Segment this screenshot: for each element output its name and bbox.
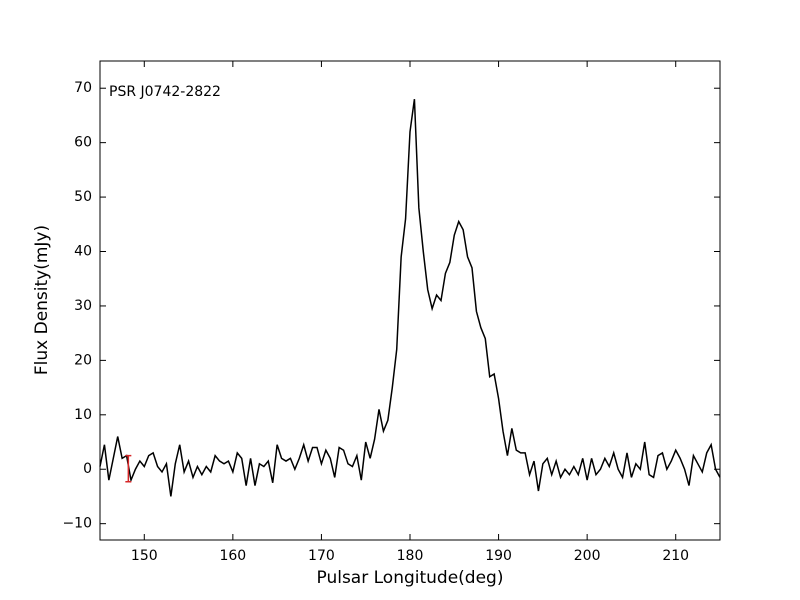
y-tick-label: 60 (74, 135, 92, 151)
x-tick-label: 160 (219, 548, 246, 564)
y-tick-label: 30 (74, 298, 92, 314)
annotation: PSR J0742-2822 (109, 84, 221, 100)
y-tick-label: −10 (62, 516, 92, 532)
x-tick-label: 200 (574, 548, 601, 564)
x-tick-label: 150 (131, 548, 158, 564)
y-tick-label: 50 (74, 189, 92, 205)
y-tick-label: 0 (83, 461, 92, 477)
x-tick-label: 210 (662, 548, 689, 564)
y-tick-label: 40 (74, 244, 92, 260)
x-axis-label: Pulsar Longitude(deg) (317, 568, 504, 588)
data-line (99, 99, 721, 497)
y-tick-label: 10 (74, 407, 92, 423)
x-tick-label: 180 (397, 548, 424, 564)
x-tick-label: 170 (308, 548, 335, 564)
y-tick-label: 70 (74, 80, 92, 96)
y-tick-label: 20 (74, 352, 92, 368)
y-axis-label: Flux Density(mJy) (32, 225, 52, 375)
plot-frame (99, 60, 721, 541)
x-tick-label: 190 (485, 548, 512, 564)
